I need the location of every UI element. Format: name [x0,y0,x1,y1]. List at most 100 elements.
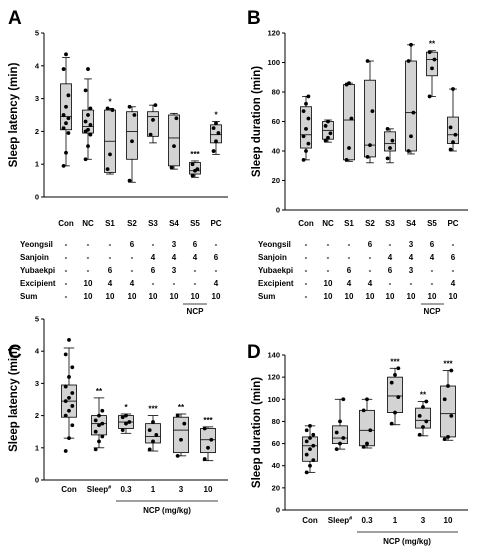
y-axis-title: Sleep duration (min) [251,377,263,488]
data-point [365,155,370,159]
data-point [153,103,158,108]
significance-mark: ** [178,403,185,412]
x-category-label: Con [298,219,314,228]
data-point [323,138,328,143]
data-point [151,420,155,424]
data-point [202,426,207,431]
data-point [70,391,75,395]
data-point [308,463,312,468]
data-point [105,106,110,111]
data-point [86,113,90,117]
data-point [70,423,75,428]
panel-letter: D [247,342,261,363]
table-cell: 10 [84,292,93,301]
table-cell: 10 [106,292,115,301]
table-cell: 4 [368,279,373,288]
data-point [61,126,66,131]
data-point [328,131,333,136]
data-point [446,435,450,439]
data-point [449,368,454,373]
table-cell: 10 [191,292,200,301]
panel-letter: B [247,8,261,29]
data-point [86,67,90,71]
data-point [301,157,306,162]
ncp-dose-label: NCP (mg/kg) [383,537,431,546]
data-point [195,167,200,172]
data-point [304,428,309,433]
table-cell: 4 [130,279,135,288]
data-point [67,395,71,400]
table-cell: 6 [108,266,113,275]
table-cell: 3 [409,240,414,249]
table-cell: 10 [449,292,458,301]
data-point [311,458,316,463]
x-category-label: S2 [127,219,137,228]
box-NC [82,109,94,134]
table-cell: 10 [407,292,416,301]
table-cell: 6 [451,253,456,262]
data-point [304,439,309,444]
table-cell: - [305,266,308,275]
x-category-label: NC [322,219,334,228]
significance-mark: * [108,97,112,106]
y-tick-label: 20 [272,176,280,185]
table-row-label: Yeongsil [258,240,291,249]
data-point [214,139,218,144]
data-point [93,418,98,423]
table-cell: - [215,240,218,249]
y-tick-label: 80 [272,417,280,426]
data-point [174,116,179,121]
table-cell: - [305,279,308,288]
table-cell: - [348,240,351,249]
data-point [66,131,71,135]
data-point [209,437,214,442]
data-point [393,410,397,415]
data-point [409,134,413,139]
data-point [341,397,346,402]
significance-mark: *** [203,416,213,425]
data-point [100,434,105,439]
x-category-label: Con [61,485,77,494]
x-category-label: S3 [385,219,395,228]
data-point [108,152,112,157]
data-point [390,138,395,143]
data-point [211,126,216,131]
table-cell: 6 [151,266,156,275]
ncp-group-label: NCP [424,307,442,316]
data-point [338,441,342,446]
y-tick-label: 3 [35,94,39,103]
y-tick-label: 2 [35,411,39,420]
data-point [67,408,71,413]
data-point [451,87,455,91]
data-point [175,413,180,418]
box-S3 [147,111,159,137]
data-point [64,150,68,155]
data-point [190,173,195,178]
y-tick-label: 100 [267,395,280,404]
table-cell: 10 [366,292,375,301]
data-point [385,126,390,131]
box-10 [200,428,216,454]
table-cell: - [131,253,134,262]
table-cell: - [109,240,112,249]
table-cell: 10 [212,292,221,301]
data-point [442,437,447,442]
data-point [417,432,422,437]
data-point [67,375,71,379]
y-tick-label: 0 [35,193,39,202]
table-cell: - [87,240,90,249]
table-cell: 4 [151,253,156,262]
table-cell: 6 [388,266,393,275]
data-point [306,94,311,99]
x-category-label: 3 [179,485,184,494]
table-cell: - [194,266,197,275]
y-tick-label: 40 [272,461,280,470]
significance-mark: ** [420,391,427,400]
data-point [304,149,308,153]
data-point [172,144,176,149]
data-point [334,447,339,452]
data-point [151,439,155,444]
data-point [100,421,105,426]
data-point [154,433,159,437]
x-category-label: 10 [444,516,453,525]
